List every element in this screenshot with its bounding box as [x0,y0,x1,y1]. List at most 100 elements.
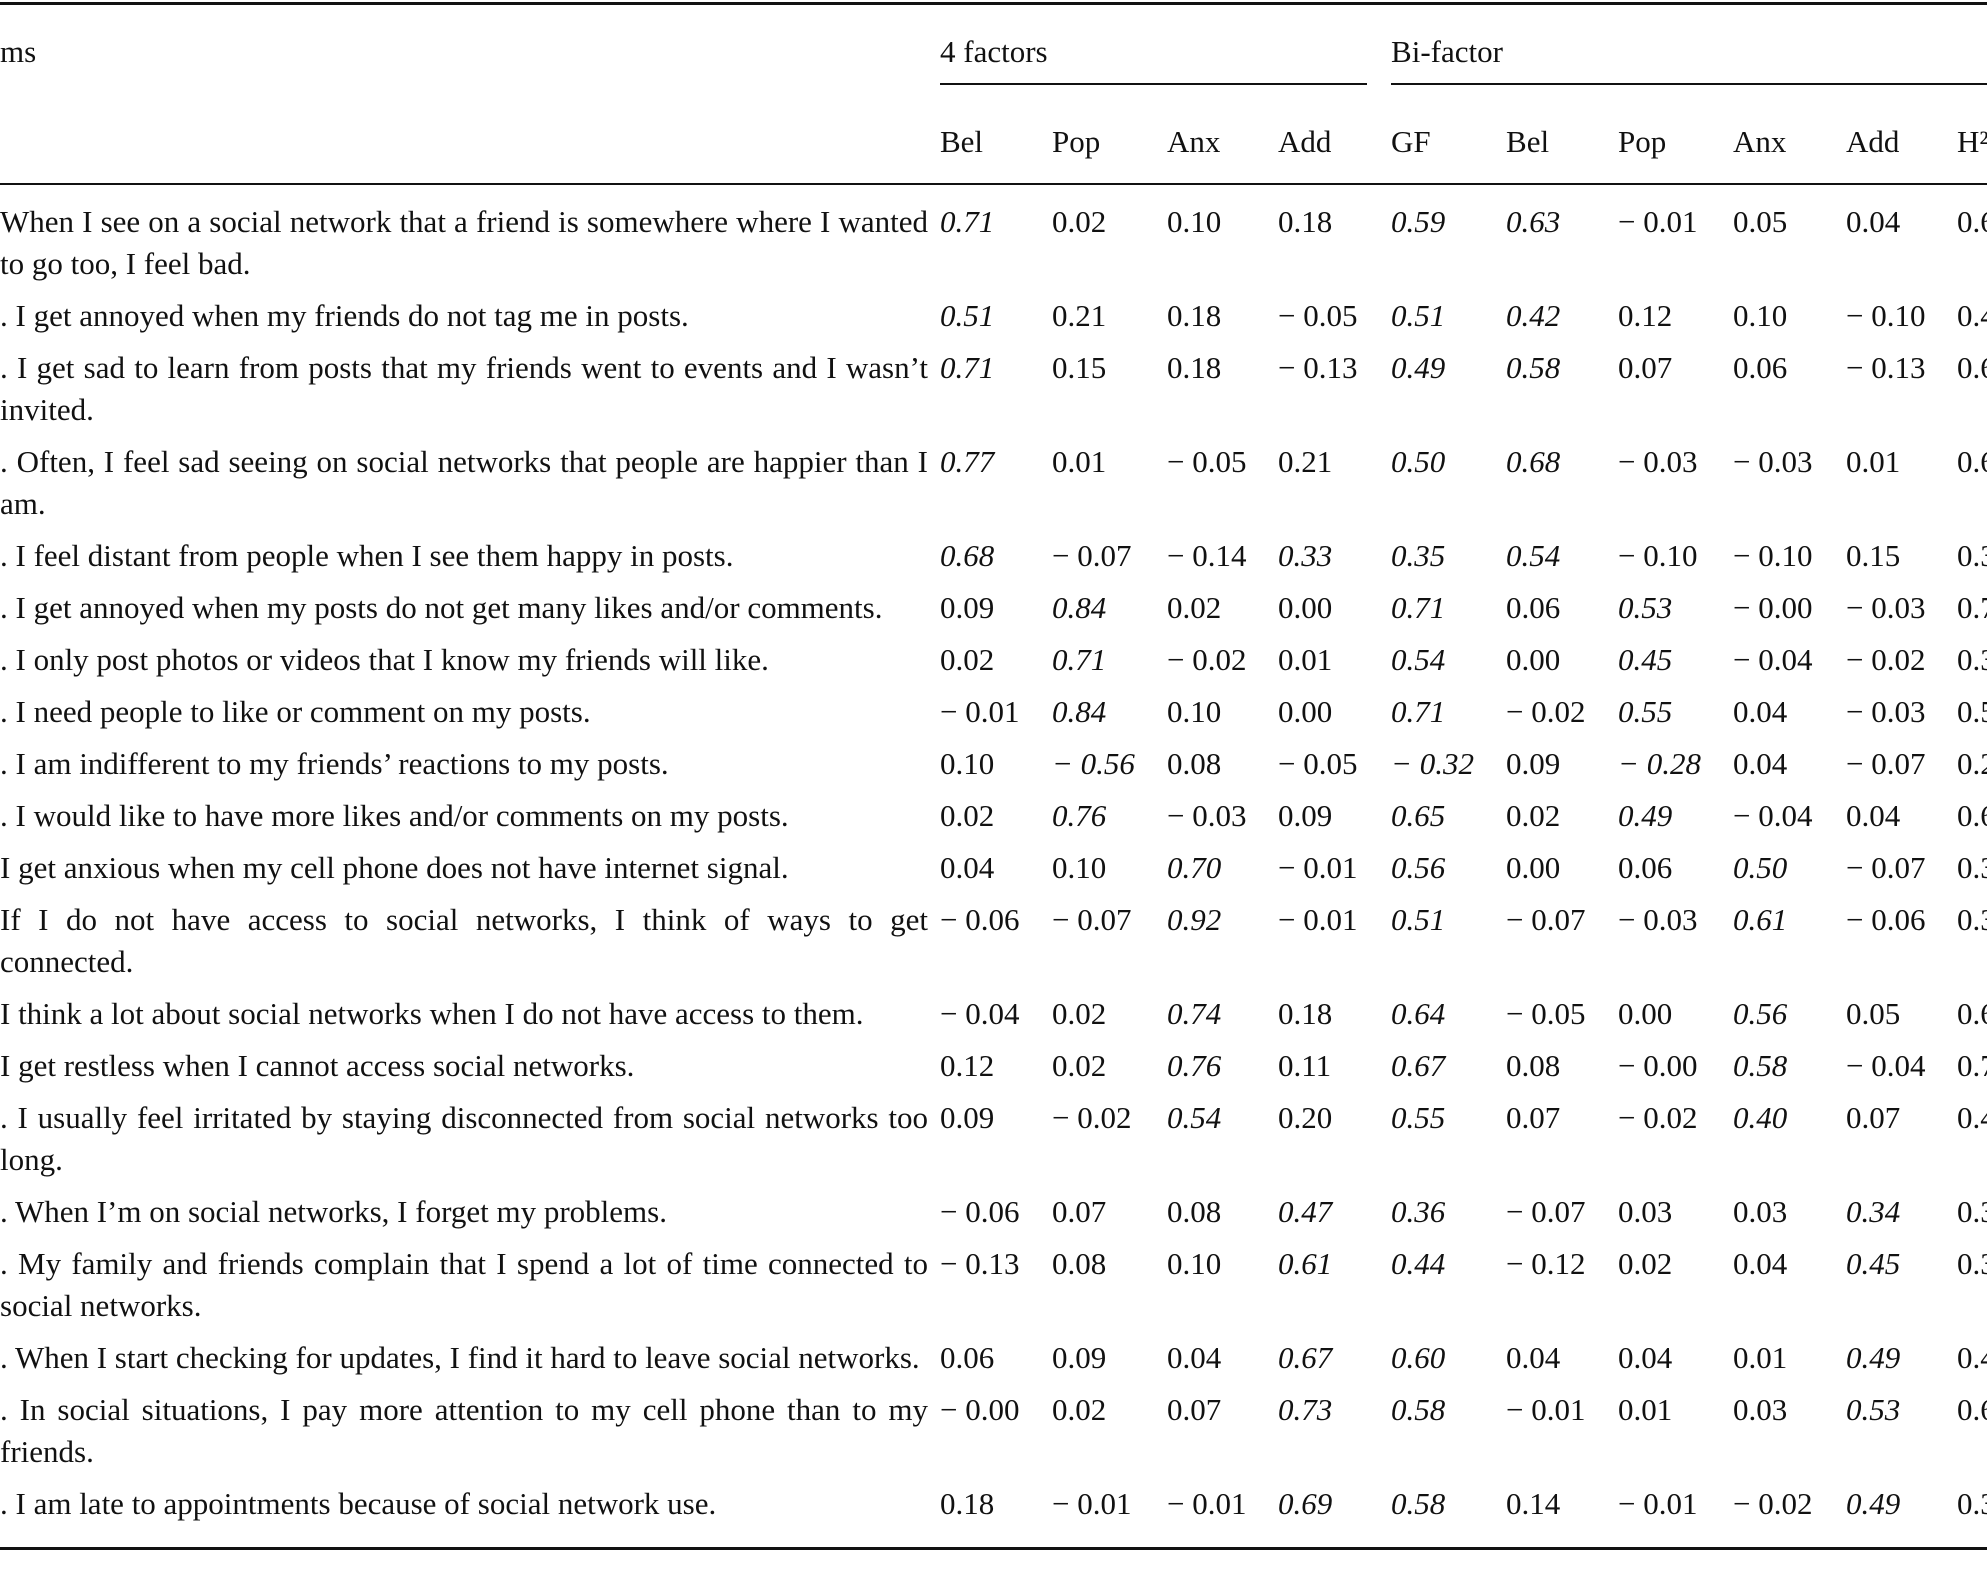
loading-cell: 0.06 [1733,350,1788,385]
loading-cell: 0.06 [1506,590,1561,625]
loading-cell: − 0.03 [1846,694,1926,729]
table-row: . I am late to appointments because of s… [0,1478,1987,1549]
loading-cell: − 0.07 [1846,746,1926,781]
loading-cell: 0.45 [1846,1246,1901,1281]
group-cell: Bi-factor [1391,4,1987,102]
loading-cell: 0.4 [1957,1340,1987,1375]
loading-cell: 0.71 [940,204,995,239]
loading-cell: 0.04 [1846,798,1901,833]
loading-cell: 0.65 [1391,798,1446,833]
loading-cell: 0.71 [1391,694,1446,729]
loading-cell: 0.18 [1167,298,1222,333]
table-row: . I get annoyed when my posts do not get… [0,582,1987,634]
group-label: Bi-factor [1391,31,1987,85]
loading-cell: − 0.01 [1278,850,1358,885]
loading-cell: 0.07 [1506,1100,1561,1135]
item-text: . I am indifferent to my friends’ reacti… [0,746,669,781]
loading-cell: 0.3 [1957,538,1987,573]
table-row: . I would like to have more likes and/or… [0,790,1987,842]
loading-cell: 0.3 [1957,902,1987,937]
loading-cell: 0.55 [1391,1100,1446,1135]
loading-cell: − 0.06 [940,902,1020,937]
loading-cell: 0.07 [1052,1194,1107,1229]
column-header: Pop [1618,124,1667,159]
loading-cell: 0.33 [1278,538,1333,573]
column-header: Add [1846,124,1900,159]
loading-cell: 0.68 [940,538,995,573]
loading-cell: 0.03 [1733,1194,1788,1229]
loading-cell: 0.44 [1391,1246,1446,1281]
loading-cell: 0.73 [1278,1392,1333,1427]
loading-cell: 0.77 [940,444,995,479]
loading-cell: 0.01 [1052,444,1107,479]
loading-cell: 0.07 [1618,350,1673,385]
loading-cell: 0.67 [1278,1340,1333,1375]
loading-cell: 0.35 [1391,538,1446,573]
loading-cell: − 0.02 [1733,1486,1813,1521]
loading-cell: 0.04 [1846,204,1901,239]
column-header: Bel [1506,124,1550,159]
loading-cell: 0.76 [1167,1048,1222,1083]
loading-cell: 0.60 [1391,1340,1446,1375]
column-header: GF [1391,124,1431,159]
loading-cell: 0.51 [1391,298,1446,333]
loading-cell: 0.71 [1052,642,1107,677]
loading-cell: 0.54 [1506,538,1561,573]
item-text: . I get sad to learn from posts that my … [0,350,928,427]
loading-cell: 0.04 [1167,1340,1222,1375]
loading-cell: 0.15 [1052,350,1107,385]
loading-cell: − 0.02 [1167,642,1247,677]
loading-cell: 0.00 [1618,996,1673,1031]
loading-cell: 0.74 [1167,996,1222,1031]
loading-cell: 0.58 [1733,1048,1788,1083]
loading-cell: 0.7 [1957,590,1987,625]
table-row: . I am indifferent to my friends’ reacti… [0,738,1987,790]
loading-cell: − 0.01 [1052,1486,1132,1521]
loading-cell: 0.08 [1167,746,1222,781]
loading-cell: − 0.02 [1846,642,1926,677]
loading-cell: 0.4 [1957,298,1987,333]
loading-cell: − 0.03 [1618,444,1698,479]
loading-cell: 0.58 [1391,1486,1446,1521]
item-text: I get restless when I cannot access soci… [0,1048,635,1083]
loading-cell: 0.7 [1957,1048,1987,1083]
loading-cell: 0.04 [1506,1340,1561,1375]
loading-cell: 0.02 [1052,1392,1107,1427]
loading-cell: 0.61 [1733,902,1788,937]
loading-cell: − 0.03 [1167,798,1247,833]
loading-cell: − 0.14 [1167,538,1247,573]
loading-cell: − 0.13 [940,1246,1020,1281]
item-text: . Often, I feel sad seeing on social net… [0,444,928,521]
loading-cell: 0.02 [940,798,995,833]
loading-cell: 0.63 [1506,204,1561,239]
table-row: . I get annoyed when my friends do not t… [0,290,1987,342]
loading-cell: 0.02 [1506,798,1561,833]
table-row: . I usually feel irritated by staying di… [0,1092,1987,1186]
loading-cell: 0.01 [1846,444,1901,479]
loading-cell: − 0.10 [1618,538,1698,573]
loading-cell: 0.45 [1618,642,1673,677]
loading-cell: 0.10 [940,746,995,781]
loading-cell: 0.3 [1957,850,1987,885]
loading-cell: 0.42 [1506,298,1561,333]
loading-cell: 0.3 [1957,1486,1987,1521]
loading-cell: 0.70 [1167,850,1222,885]
loading-cell: − 0.01 [1618,1486,1698,1521]
loading-cell: 0.11 [1278,1048,1332,1083]
loading-cell: 0.01 [1278,642,1333,677]
loading-cell: 0.49 [1391,350,1446,385]
loading-cell: 0.18 [1167,350,1222,385]
loading-cell: 0.03 [1618,1194,1673,1229]
loading-cell: 0.6 [1957,444,1987,479]
loading-cell: 0.00 [1506,642,1561,677]
loading-cell: 0.05 [1846,996,1901,1031]
loading-cell: − 0.10 [1733,538,1813,573]
loading-cell: − 0.06 [940,1194,1020,1229]
loading-cell: 0.56 [1391,850,1446,885]
loading-cell: − 0.07 [1506,902,1586,937]
loading-cell: 0.6 [1957,350,1987,385]
column-header: Add [1278,124,1332,159]
loading-cell: − 0.02 [1618,1100,1698,1135]
loading-cell: − 0.07 [1052,902,1132,937]
loading-cell: 0.51 [940,298,995,333]
